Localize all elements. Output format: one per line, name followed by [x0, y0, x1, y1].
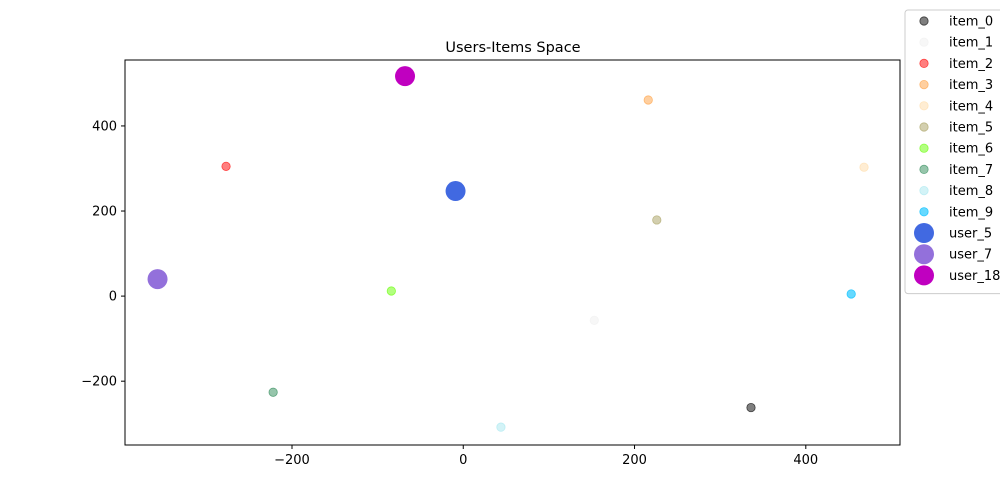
point-item_2 — [221, 161, 231, 171]
legend-label-item_2: item_2 — [949, 57, 993, 72]
point-item_0 — [746, 402, 756, 413]
legend-marker-user_18 — [914, 265, 934, 286]
y-tick-label: 0 — [109, 290, 117, 305]
point-item_6 — [386, 286, 396, 296]
point-user_18 — [395, 66, 416, 87]
point-item_7 — [268, 387, 278, 397]
legend-label-item_4: item_4 — [949, 99, 993, 114]
legend-marker-item_9 — [919, 207, 929, 217]
plot-frame — [124, 59, 901, 446]
legend-marker-item_0 — [919, 16, 929, 26]
y-axis: −200 0 200 400 — [81, 119, 125, 390]
legend-label-user_5: user_5 — [949, 227, 992, 242]
point-item_1 — [589, 315, 599, 325]
legend-label-item_7: item_7 — [949, 163, 993, 178]
legend-label-item_8: item_8 — [949, 184, 993, 199]
legend-marker-item_3 — [919, 80, 929, 90]
point-item_3 — [643, 95, 653, 105]
legend-marker-item_5 — [919, 122, 929, 132]
y-tick-label: 400 — [92, 119, 117, 134]
legend-label-user_7: user_7 — [949, 248, 992, 263]
legend-marker-item_7 — [919, 164, 929, 174]
point-item_5 — [652, 215, 662, 225]
plot-area — [124, 59, 901, 446]
legend-marker-item_2 — [919, 58, 929, 69]
legend-label-user_18: user_18 — [949, 269, 1000, 284]
legend-label-item_9: item_9 — [949, 205, 993, 220]
x-tick-label: 0 — [459, 453, 467, 468]
point-item_8 — [496, 422, 506, 432]
legend-box — [904, 9, 1000, 295]
legend-marker-user_5 — [914, 223, 934, 243]
point-user_7 — [147, 269, 168, 290]
legend: item_0 item_1 item_2 item_3 item_4 item_5item… — [904, 9, 1000, 295]
legend-label-item_1: item_1 — [949, 36, 993, 51]
legend-label-item_6: item_6 — [949, 142, 993, 157]
legend-marker-item_6 — [919, 143, 929, 153]
x-tick-label: −200 — [274, 453, 310, 468]
legend-label-item_5: item_5 — [949, 121, 993, 136]
x-tick-label: 200 — [622, 453, 647, 468]
legend-marker-item_1 — [919, 37, 929, 47]
chart-title: Users-Items Space — [445, 40, 580, 56]
x-tick-label: 400 — [793, 453, 818, 468]
legend-marker-item_4 — [919, 101, 929, 111]
point-item_9 — [846, 289, 856, 299]
point-item_4 — [859, 162, 869, 172]
point-user_5 — [445, 181, 466, 202]
legend-marker-item_8 — [919, 186, 929, 196]
legend-marker-user_7 — [914, 244, 934, 265]
x-axis: −200 0 200 400 — [274, 445, 818, 468]
legend-label-item_3: item_3 — [949, 78, 993, 93]
y-tick-label: −200 — [81, 375, 117, 390]
legend-label-item_0: item_0 — [949, 15, 993, 30]
y-tick-label: 200 — [92, 205, 117, 220]
